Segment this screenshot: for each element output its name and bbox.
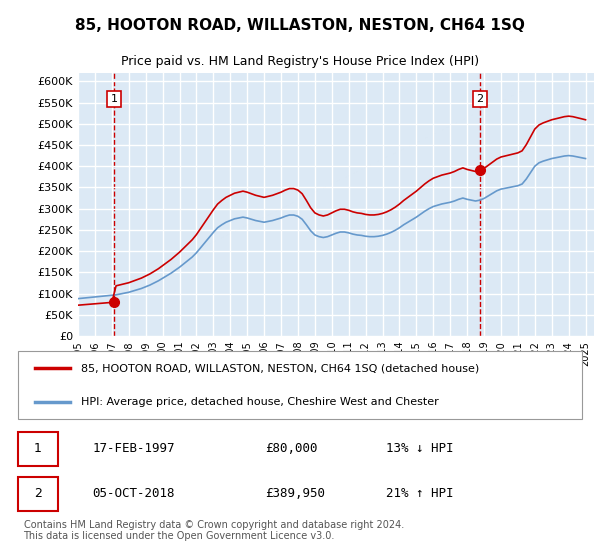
Text: HPI: Average price, detached house, Cheshire West and Chester: HPI: Average price, detached house, Ches…: [81, 396, 439, 407]
Text: 85, HOOTON ROAD, WILLASTON, NESTON, CH64 1SQ (detached house): 85, HOOTON ROAD, WILLASTON, NESTON, CH64…: [81, 363, 479, 374]
Text: 17-FEB-1997: 17-FEB-1997: [92, 442, 175, 455]
Text: 2: 2: [476, 94, 484, 104]
Text: £80,000: £80,000: [265, 442, 318, 455]
Text: 1: 1: [34, 442, 42, 455]
FancyBboxPatch shape: [18, 477, 58, 511]
Text: Contains HM Land Registry data © Crown copyright and database right 2024.
This d: Contains HM Land Registry data © Crown c…: [23, 520, 404, 542]
Text: 05-OCT-2018: 05-OCT-2018: [92, 487, 175, 500]
Text: 21% ↑ HPI: 21% ↑ HPI: [386, 487, 454, 500]
Text: 1: 1: [110, 94, 118, 104]
FancyBboxPatch shape: [18, 432, 58, 466]
Text: £389,950: £389,950: [265, 487, 325, 500]
Text: Price paid vs. HM Land Registry's House Price Index (HPI): Price paid vs. HM Land Registry's House …: [121, 55, 479, 68]
Text: 13% ↓ HPI: 13% ↓ HPI: [386, 442, 454, 455]
Text: 2: 2: [34, 487, 42, 500]
Text: 85, HOOTON ROAD, WILLASTON, NESTON, CH64 1SQ: 85, HOOTON ROAD, WILLASTON, NESTON, CH64…: [75, 18, 525, 33]
FancyBboxPatch shape: [18, 351, 582, 419]
